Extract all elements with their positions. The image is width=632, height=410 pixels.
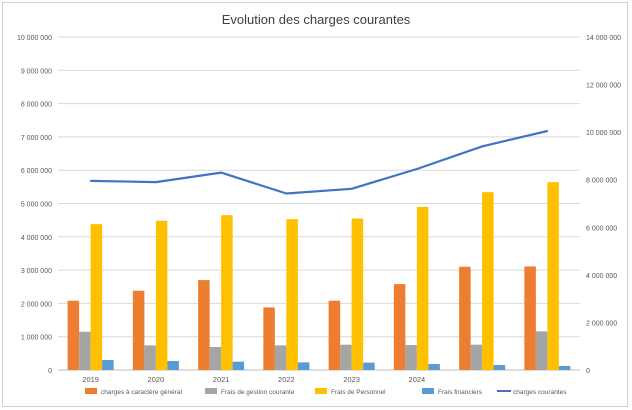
legend-label: charges à caractère général	[101, 389, 182, 396]
chart-frame	[2, 2, 628, 407]
legend-label: Frais de gestion courante	[221, 389, 295, 396]
bar-2	[405, 345, 417, 370]
line-point	[285, 192, 288, 195]
bar-1	[393, 284, 406, 370]
bar-1	[263, 307, 275, 370]
right-tick-label: 10 000 000	[586, 130, 621, 137]
bar-4	[167, 361, 179, 370]
left-tick-label: 0	[48, 368, 52, 375]
legend-swatch	[422, 388, 434, 394]
bar-3	[90, 224, 103, 370]
line-point	[220, 171, 222, 174]
right-tick-label: 2 000 000	[586, 320, 617, 327]
left-tick-label: 10 000 000	[17, 35, 52, 42]
bar-3	[286, 219, 298, 370]
bar-2	[274, 345, 287, 370]
bar-1	[459, 266, 471, 370]
line-point	[416, 168, 418, 170]
line-point	[350, 187, 353, 190]
bar-3	[482, 192, 494, 370]
x-axis-categories: 2019 2020 2021 2022 2023 2024	[82, 375, 425, 384]
bar-2	[470, 344, 483, 370]
bar-1	[524, 266, 536, 370]
bar-2	[535, 331, 548, 370]
legend-swatch	[85, 388, 97, 394]
right-tick-label: 4 000 000	[586, 273, 617, 280]
x-tick-label: 2022	[278, 375, 295, 384]
bar-2	[340, 344, 352, 370]
right-tick-label: 0	[586, 368, 590, 375]
left-tick-label: 7 000 000	[21, 135, 52, 142]
left-tick-label: 4 000 000	[21, 235, 52, 242]
bar-1	[198, 280, 210, 370]
left-tick-label: 8 000 000	[21, 102, 52, 109]
bar-2	[144, 345, 156, 370]
x-tick-label: 2019	[82, 375, 99, 384]
line-point	[155, 181, 157, 183]
right-tick-label: 8 000 000	[586, 178, 617, 185]
bar-4	[428, 364, 440, 370]
legend: charges à caractère général Frais de gest…	[85, 388, 567, 396]
bar-3	[416, 206, 429, 370]
line-point	[546, 130, 549, 132]
right-tick-label: 14 000 000	[586, 35, 621, 42]
left-tick-label: 9 000 000	[21, 68, 52, 75]
bar-4	[102, 360, 114, 370]
left-tick-label: 1 000 000	[21, 335, 52, 342]
legend-label: Frais de Personnel	[331, 389, 386, 396]
bar-3	[351, 218, 364, 370]
bar-4	[558, 366, 571, 370]
legend-label: Frais financiers	[438, 389, 483, 396]
x-tick-label: 2023	[343, 375, 360, 384]
legend-swatch	[205, 388, 217, 394]
left-axis-ticks: 0 1 000 000 2 000 000 3 000 000 4 000 000 5 0…	[17, 35, 52, 375]
bar-2	[79, 331, 91, 370]
bar-3	[221, 215, 233, 370]
x-tick-label: 2020	[148, 375, 165, 384]
bar-3	[155, 220, 168, 370]
right-tick-label: 12 000 000	[586, 83, 621, 90]
bar-1	[67, 300, 80, 370]
left-tick-label: 2 000 000	[21, 301, 52, 308]
line-series	[89, 129, 549, 195]
left-tick-label: 3 000 000	[21, 268, 52, 275]
left-tick-label: 6 000 000	[21, 168, 52, 175]
bar-series	[67, 182, 571, 370]
line-point	[89, 180, 92, 182]
bar-4	[297, 362, 310, 370]
x-tick-label: 2021	[213, 375, 230, 384]
bar-1	[328, 300, 341, 370]
bar-1	[132, 290, 145, 370]
bar-2	[209, 347, 222, 370]
left-tick-label: 5 000 000	[21, 202, 52, 209]
line-charges-courantes	[90, 129, 548, 195]
bar-3	[547, 182, 559, 370]
legend-swatch	[315, 388, 327, 394]
chart-title: Evolution des charges courantes	[222, 12, 411, 27]
right-tick-label: 6 000 000	[586, 225, 617, 232]
legend-label: charges courantes	[513, 389, 567, 396]
right-axis-ticks: 0 2 000 000 4 000 000 6 000 000 8 000 000 10 …	[586, 35, 621, 375]
bar-4	[363, 362, 375, 370]
x-tick-label: 2024	[409, 375, 426, 384]
line-point	[481, 145, 483, 148]
bar-4	[232, 361, 245, 370]
bar-4	[493, 365, 506, 370]
